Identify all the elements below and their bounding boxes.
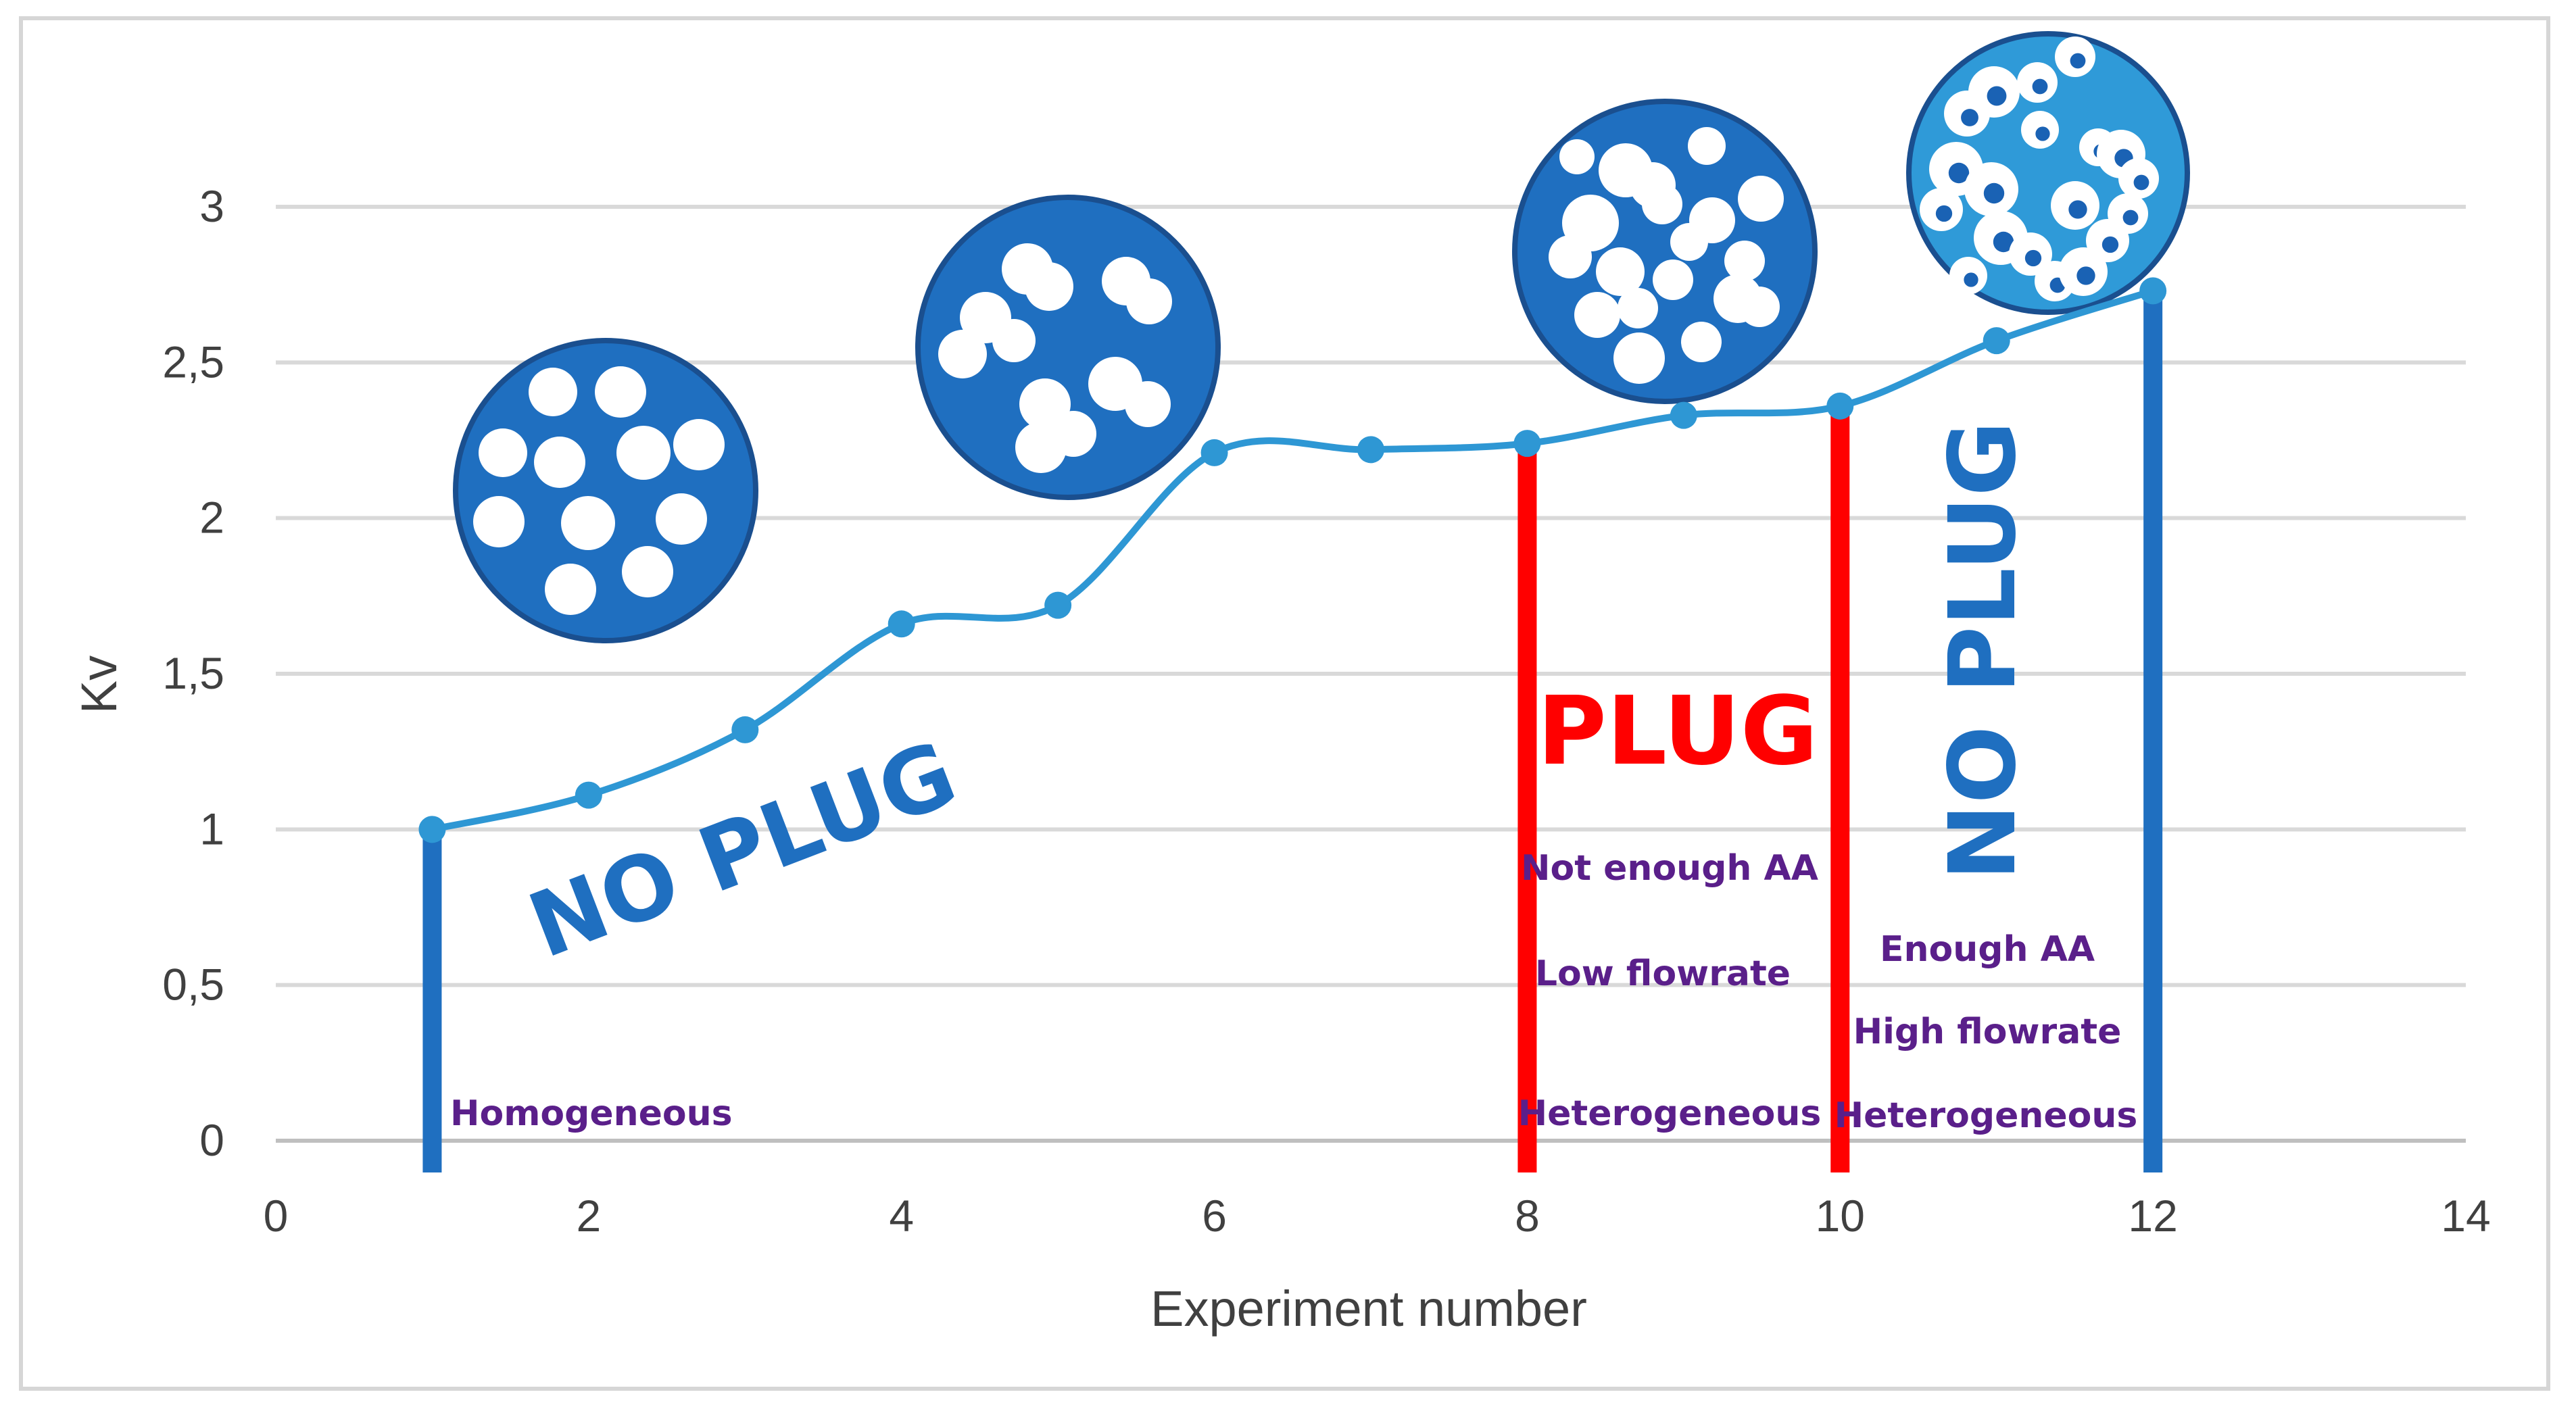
particle-dot [534, 437, 585, 488]
axis-titles: Experiment number Kv [71, 656, 1587, 1337]
data-point [1044, 591, 1072, 619]
enough-aa-label: Enough AA [1880, 929, 2095, 970]
particle-dot [1574, 292, 1620, 338]
particle-dot [545, 564, 596, 615]
particle-dot [1642, 184, 1682, 224]
particle-illustrations [453, 31, 2190, 643]
data-point [418, 816, 446, 843]
particle-dot [1125, 381, 1171, 427]
particle-core [2068, 200, 2087, 219]
particle-dot [1738, 176, 1784, 222]
particle-dot [1653, 259, 1693, 300]
particle-dot [656, 493, 707, 545]
heterogeneous-plug-label: Heterogeneous [1518, 1093, 1822, 1134]
data-point [575, 781, 602, 809]
particle-core [1964, 272, 1978, 287]
particle-core [1961, 109, 1978, 126]
axes: 0 0,5 1 1,5 2 2,5 3 0 2 4 6 8 10 12 14 [162, 181, 2490, 1241]
x-tick-label: 10 [1816, 1191, 1865, 1241]
data-point [1670, 401, 1697, 429]
data-point [1357, 436, 1384, 464]
x-tick-label: 0 [264, 1191, 289, 1241]
x-tick-label: 8 [1515, 1191, 1540, 1241]
data-point [1200, 439, 1228, 466]
particle-core [2024, 249, 2042, 267]
y-tick-label: 2,5 [162, 337, 224, 387]
y-tick-label: 0,5 [162, 960, 224, 1010]
plug-label: PLUG [1537, 676, 1818, 787]
particle-dot [616, 426, 671, 480]
x-tick-label: 14 [2441, 1191, 2490, 1241]
particle-dot [1681, 322, 1722, 362]
particle-core [2032, 78, 2048, 95]
y-tick-label: 1 [199, 804, 224, 854]
particle-core [2101, 236, 2119, 253]
particle-core [1983, 182, 2005, 204]
y-tick-label: 0 [199, 1115, 224, 1165]
particle-core [2122, 209, 2139, 226]
particle-core [2076, 266, 2095, 285]
particle-dot [479, 428, 527, 477]
low-flowrate-label: Low flowrate [1535, 954, 1791, 994]
particle-dot [1618, 288, 1658, 328]
particle-core [2070, 53, 2086, 69]
no-plug-right-label: NO PLUG [1930, 421, 2037, 881]
no-plug-left-label: NO PLUG [516, 722, 970, 979]
data-point [2139, 277, 2167, 305]
y-tick-label: 1,5 [162, 648, 224, 698]
data-point [888, 610, 915, 638]
small-clusters-icon [915, 195, 1221, 500]
particle-core [2035, 126, 2050, 141]
x-tick-label: 6 [1202, 1191, 1227, 1241]
data-point [1826, 392, 1854, 420]
particle-dot [1613, 332, 1665, 384]
particle-dot [473, 496, 525, 547]
x-axis-title: Experiment number [1150, 1281, 1587, 1337]
x-tick-label: 12 [2128, 1191, 2177, 1241]
dispersed-particles-icon [453, 338, 758, 643]
particle-dot [1025, 262, 1073, 311]
particle-dot [992, 319, 1036, 362]
particle-dot [1559, 139, 1595, 174]
particle-core [1987, 86, 2007, 106]
x-tick-label: 4 [889, 1191, 914, 1241]
particle-dot [1724, 241, 1765, 281]
particle-core [1948, 162, 1970, 184]
homogeneous-label: Homogeneous [450, 1093, 733, 1134]
particle-dot [1050, 411, 1096, 457]
high-flowrate-label: High flowrate [1853, 1012, 2122, 1052]
y-axis-title: Kv [71, 656, 127, 714]
particle-dot [1596, 247, 1645, 296]
particle-core [1993, 231, 2014, 253]
particle-core [2133, 174, 2149, 191]
particle-core [1935, 205, 1953, 222]
data-point [1983, 327, 2010, 355]
particle-dot [1688, 127, 1726, 165]
region-boundaries [422, 291, 2163, 1172]
particle-dot [622, 546, 673, 597]
y-tick-label: 3 [199, 181, 224, 231]
particle-dot [938, 330, 987, 378]
x-tick-label: 2 [576, 1191, 601, 1241]
particle-dot [673, 419, 725, 470]
ring-clusters-icon [1906, 31, 2190, 315]
not-enough-aa-label: Not enough AA [1521, 848, 1818, 889]
series-kv [418, 277, 2167, 843]
illustration-disc [453, 338, 758, 643]
particle-dot [1549, 235, 1592, 278]
particle-dot [1126, 278, 1172, 324]
particle-dot [1689, 197, 1735, 243]
data-point [731, 716, 759, 743]
particle-dot [595, 366, 646, 418]
particle-dot [1739, 287, 1780, 327]
dense-clusters-icon [1512, 99, 1818, 404]
data-point [1513, 430, 1541, 458]
y-tick-label: 2 [199, 493, 224, 543]
particle-dot [529, 368, 577, 416]
particle-dot [561, 496, 615, 550]
heterogeneous-right-label: Heterogeneous [1834, 1095, 2138, 1136]
